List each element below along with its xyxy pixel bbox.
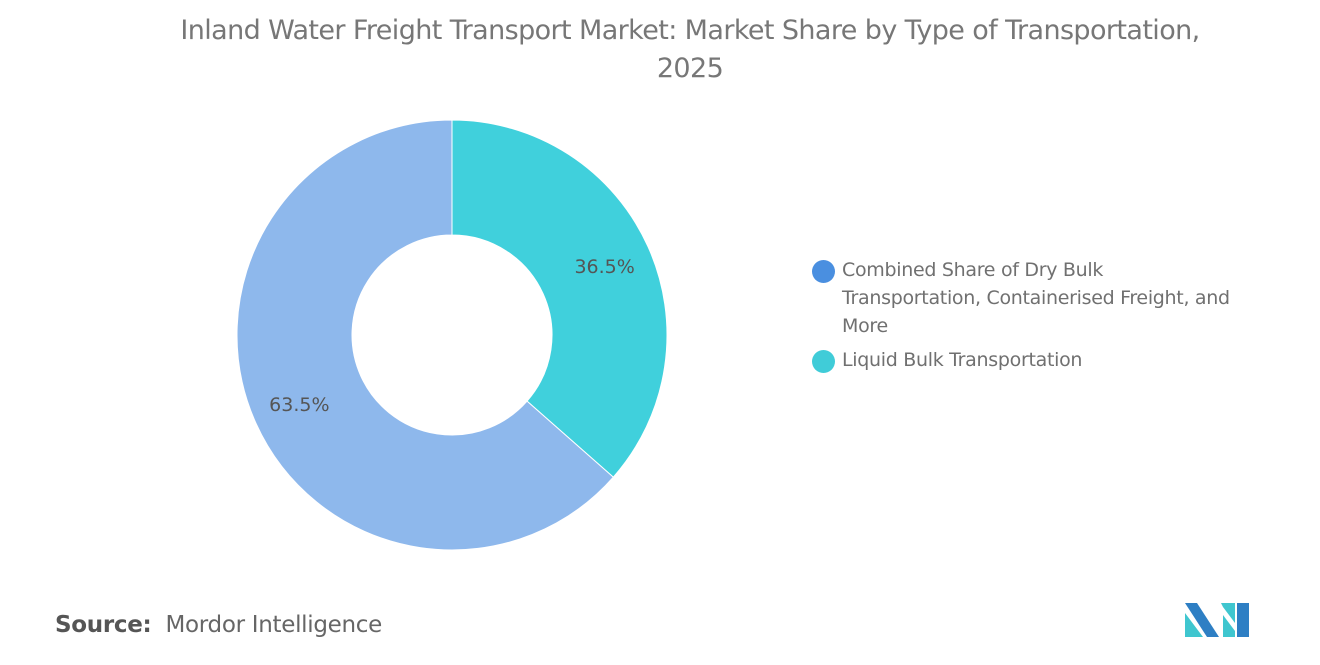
legend-item-liquid-bulk: Liquid Bulk Transportation: [812, 346, 1242, 374]
source: Source: Mordor Intelligence: [55, 612, 382, 638]
legend-swatch: [812, 260, 835, 283]
legend-item-dry-bulk: Combined Share of Dry Bulk Transportatio…: [812, 256, 1242, 340]
legend-label: Combined Share of Dry Bulk Transportatio…: [842, 259, 1230, 337]
data-label: 36.5%: [574, 256, 634, 278]
mordor-logo: [1185, 603, 1249, 637]
legend-swatch: [812, 350, 835, 373]
donut-slice: [236, 119, 614, 551]
legend: Combined Share of Dry Bulk Transportatio…: [812, 256, 1242, 380]
legend-label: Liquid Bulk Transportation: [842, 349, 1083, 371]
source-label: Source:: [55, 612, 152, 638]
source-value: Mordor Intelligence: [165, 612, 382, 638]
data-label: 63.5%: [269, 394, 329, 416]
donut-slice: [451, 119, 668, 478]
chart-title: Inland Water Freight Transport Market: M…: [180, 15, 1200, 84]
